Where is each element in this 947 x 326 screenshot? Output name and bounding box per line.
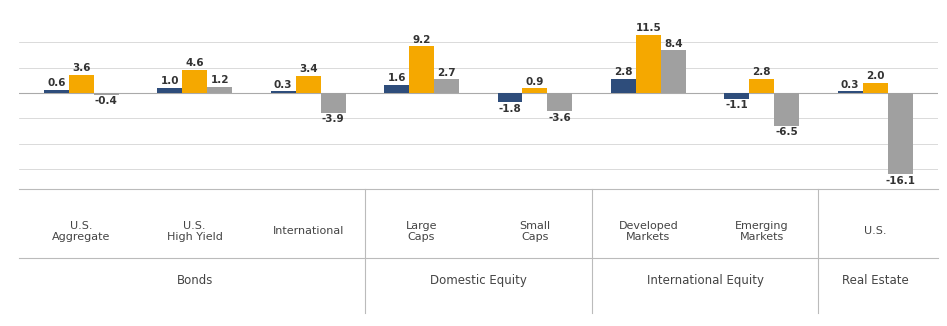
Text: Emerging
Markets: Emerging Markets	[735, 221, 789, 242]
Text: 3.4: 3.4	[299, 64, 317, 74]
Text: 2.0: 2.0	[866, 71, 884, 81]
Bar	[44, 90, 69, 93]
Bar	[384, 85, 409, 93]
Bar	[497, 93, 523, 102]
Bar	[724, 93, 749, 98]
Text: International Equity: International Equity	[647, 274, 763, 287]
Text: -1.8: -1.8	[499, 104, 522, 113]
Bar	[887, 93, 913, 174]
Text: -16.1: -16.1	[885, 176, 915, 186]
Text: 0.3: 0.3	[274, 80, 293, 90]
Bar	[635, 35, 661, 93]
Text: 3.6: 3.6	[72, 63, 91, 73]
Text: 11.5: 11.5	[635, 23, 661, 33]
Text: Real Estate: Real Estate	[842, 274, 908, 287]
Bar	[838, 91, 863, 93]
Bar	[182, 70, 207, 93]
Text: -3.6: -3.6	[548, 113, 571, 123]
Text: 1.2: 1.2	[210, 75, 229, 85]
Text: 1.6: 1.6	[387, 73, 406, 83]
Text: 2.8: 2.8	[753, 67, 771, 77]
Text: Domestic Equity: Domestic Equity	[430, 274, 527, 287]
Text: 8.4: 8.4	[664, 39, 683, 49]
Text: -6.5: -6.5	[776, 127, 798, 137]
Bar	[409, 46, 434, 93]
Text: -1.1: -1.1	[725, 100, 748, 110]
Bar	[94, 93, 118, 95]
Bar	[207, 87, 232, 93]
Text: 4.6: 4.6	[186, 58, 204, 68]
Bar	[295, 76, 321, 93]
Bar	[157, 88, 182, 93]
Text: U.S.: U.S.	[864, 227, 886, 236]
Text: Developed
Markets: Developed Markets	[618, 221, 678, 242]
Text: U.S.
Aggregate: U.S. Aggregate	[52, 221, 111, 242]
Text: 0.6: 0.6	[47, 78, 65, 88]
Text: U.S.
High Yield: U.S. High Yield	[167, 221, 223, 242]
Text: 2.7: 2.7	[438, 68, 456, 78]
Text: Bonds: Bonds	[176, 274, 213, 287]
Bar	[271, 91, 295, 93]
Bar	[547, 93, 572, 111]
Bar	[611, 79, 635, 93]
Bar	[523, 88, 547, 93]
Bar	[661, 51, 686, 93]
Text: -0.4: -0.4	[95, 96, 117, 107]
Text: 2.8: 2.8	[615, 67, 633, 77]
Text: 9.2: 9.2	[412, 35, 431, 45]
Text: International: International	[273, 227, 344, 236]
Bar	[775, 93, 799, 126]
Text: -3.9: -3.9	[322, 114, 345, 124]
Bar	[321, 93, 346, 113]
Text: 0.3: 0.3	[841, 80, 860, 90]
Text: 1.0: 1.0	[161, 76, 179, 86]
Bar	[863, 83, 887, 93]
Bar	[749, 79, 775, 93]
Text: 0.9: 0.9	[526, 77, 545, 87]
Bar	[434, 79, 459, 93]
Bar	[69, 75, 94, 93]
Text: Small
Caps: Small Caps	[519, 221, 550, 242]
Text: Large
Caps: Large Caps	[405, 221, 438, 242]
